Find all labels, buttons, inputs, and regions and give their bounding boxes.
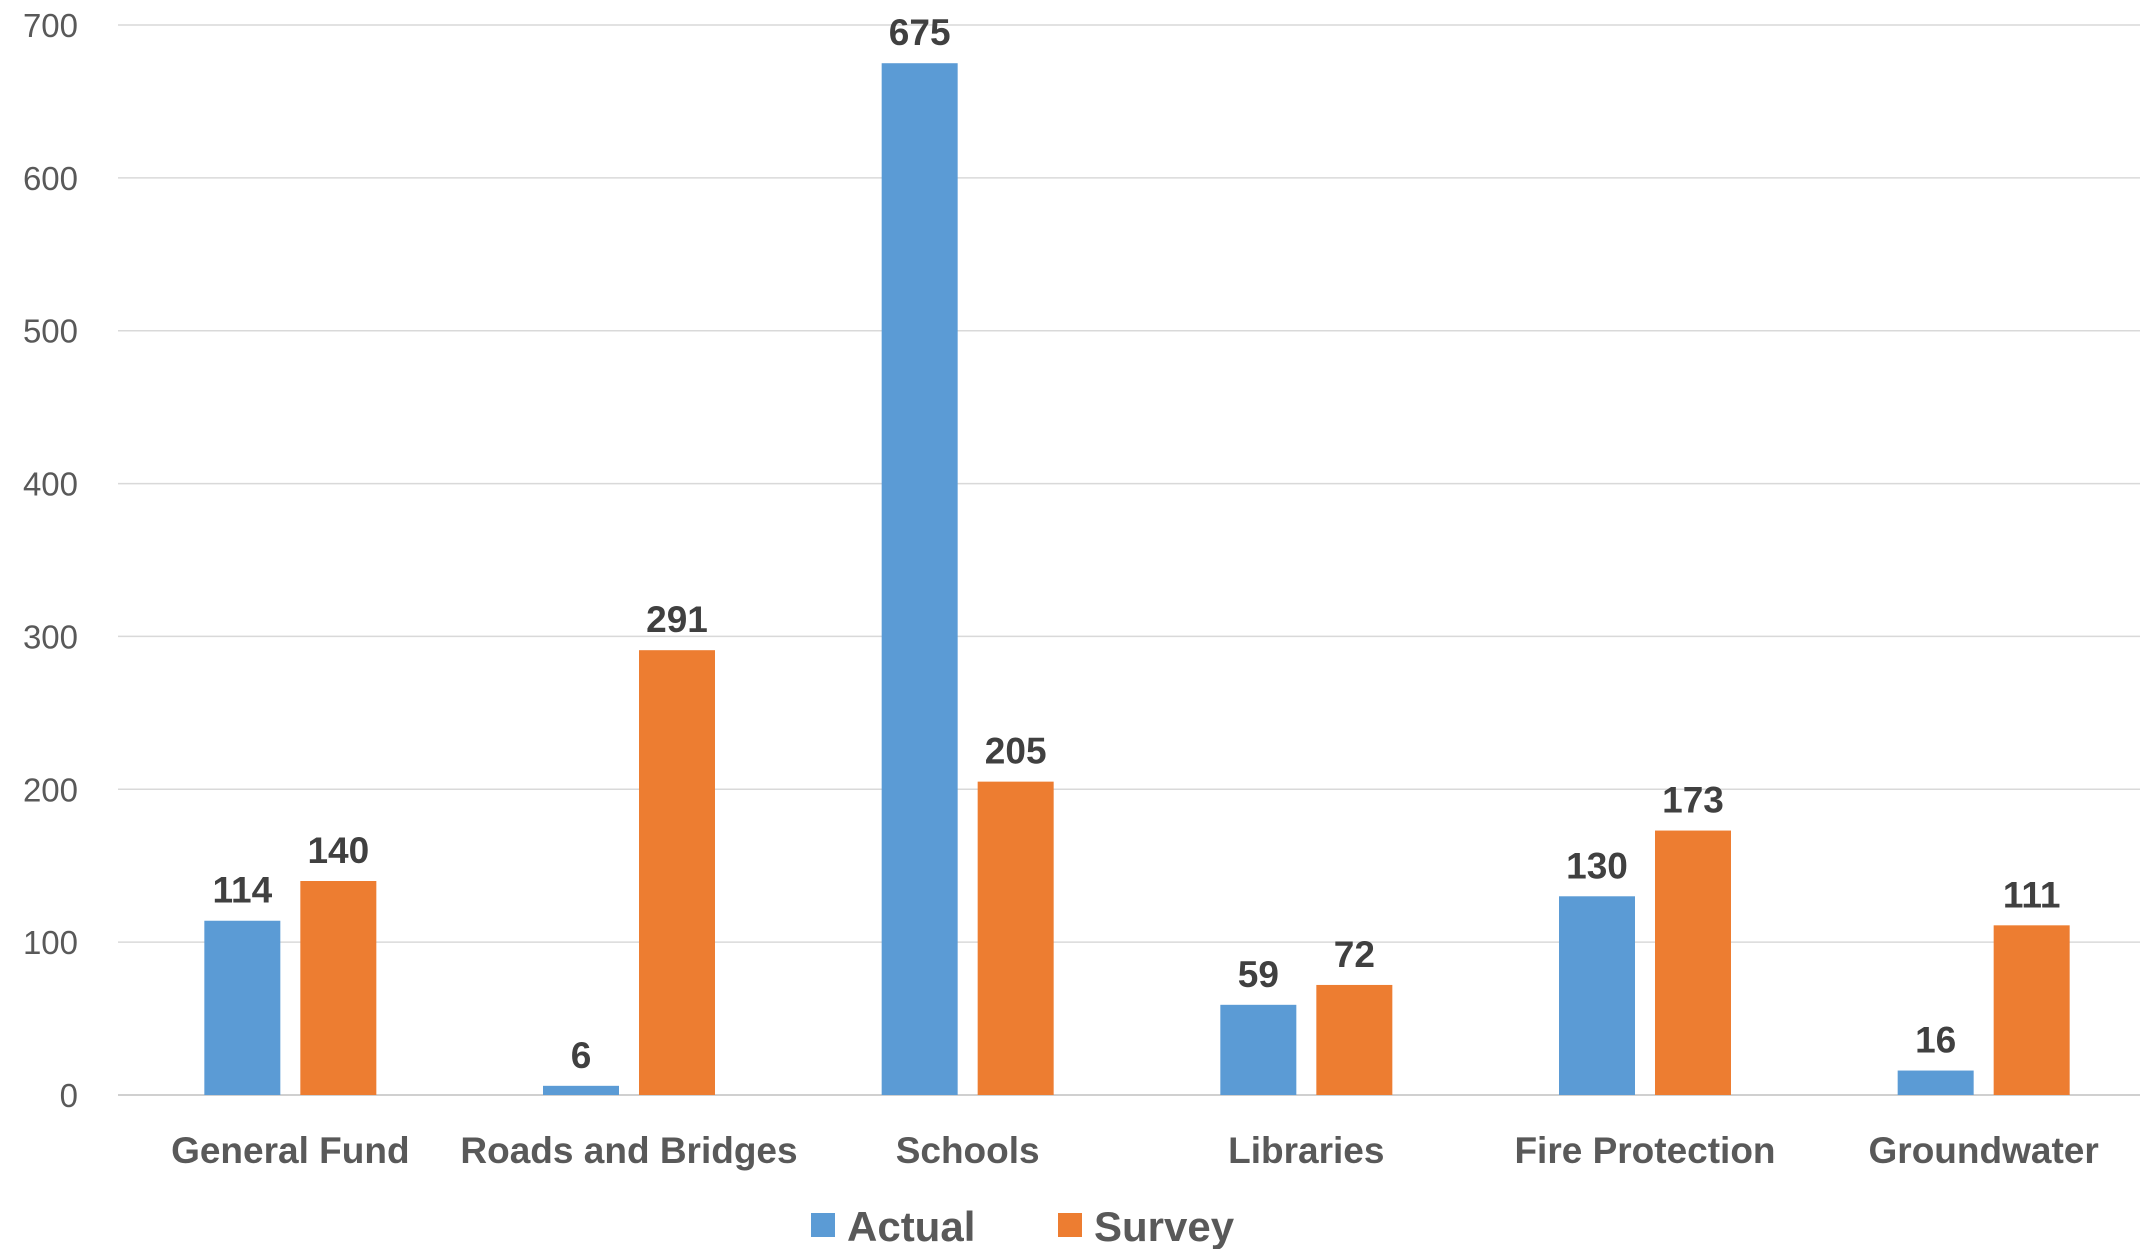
y-tick-label: 500 [23, 313, 78, 350]
x-tick-label: General Fund [171, 1130, 409, 1171]
x-tick-label: Schools [896, 1130, 1040, 1171]
bars [204, 63, 2070, 1096]
y-axis-ticks: 0 100 200 300 400 500 600 700 [23, 7, 78, 1114]
x-tick-label: Roads and Bridges [460, 1130, 797, 1171]
legend-label-survey: Survey [1094, 1203, 1235, 1249]
bar-survey [1316, 984, 1393, 1095]
data-labels: 114 140 6 291 675 205 59 72 130 173 16 111 [212, 12, 2060, 1076]
data-label: 291 [646, 599, 708, 640]
x-tick-label: Groundwater [1869, 1130, 2099, 1171]
x-tick-label: Fire Protection [1514, 1130, 1775, 1171]
legend-label-actual: Actual [847, 1203, 975, 1249]
legend-swatch-actual [811, 1213, 835, 1237]
data-label: 173 [1662, 780, 1724, 821]
y-tick-label: 300 [23, 618, 78, 655]
bar-survey [639, 650, 715, 1095]
bar-actual [881, 63, 958, 1096]
data-label: 130 [1566, 845, 1628, 886]
data-label: 72 [1334, 934, 1375, 975]
x-tick-label: Libraries [1228, 1130, 1384, 1171]
bar-survey [1993, 925, 2070, 1095]
x-axis-ticks: General Fund Roads and Bridges Schools Libr… [171, 1130, 2099, 1171]
data-label: 140 [307, 830, 369, 871]
y-tick-label: 400 [23, 466, 78, 503]
legend: Actual Survey [811, 1203, 1235, 1249]
bar-actual [204, 920, 281, 1095]
y-tick-label: 200 [23, 771, 78, 808]
y-tick-label: 700 [23, 7, 78, 44]
bar-survey [1655, 830, 1731, 1095]
gridlines [118, 24, 2140, 1096]
data-label: 6 [571, 1035, 592, 1076]
legend-swatch-survey [1058, 1213, 1082, 1237]
data-label: 16 [1915, 1020, 1956, 1061]
data-label: 59 [1238, 954, 1279, 995]
bar-survey [977, 781, 1054, 1095]
bar-survey [300, 881, 377, 1095]
y-tick-label: 0 [60, 1077, 78, 1114]
bar-actual [1220, 1004, 1297, 1095]
bar-actual [1559, 896, 1635, 1095]
y-tick-label: 100 [23, 924, 78, 961]
y-tick-label: 600 [23, 160, 78, 197]
data-label: 111 [2003, 874, 2061, 915]
bar-actual [1897, 1070, 1974, 1095]
data-label: 205 [985, 731, 1047, 772]
data-label: 114 [212, 870, 272, 911]
bar-actual [543, 1085, 619, 1095]
data-label: 675 [889, 12, 951, 53]
